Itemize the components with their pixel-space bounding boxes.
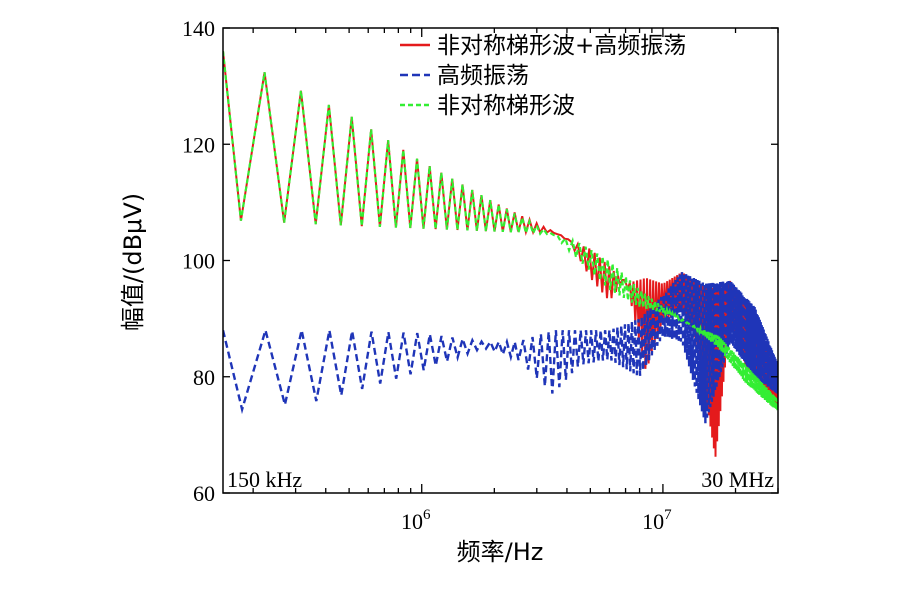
y-axis-label: 幅值/(dBμV) (119, 193, 147, 331)
corner-label-right: 30 MHz (701, 467, 774, 492)
legend-label: 高频振荡 (437, 63, 529, 89)
y-tick-label: 80 (193, 365, 215, 390)
plot-area (223, 51, 778, 457)
legend-label: 非对称梯形波 (437, 93, 575, 119)
x-tick-label: 107 (642, 507, 672, 534)
series-green-line (223, 51, 778, 412)
series-blue-line (223, 272, 778, 424)
y-tick-label: 140 (182, 16, 215, 41)
y-tick-label: 120 (182, 132, 215, 157)
axis-ticks: 60 80 100 120 140 106 107 (182, 16, 779, 534)
x-tick-label: 106 (401, 507, 431, 534)
x-axis-label: 频率/Hz (457, 538, 544, 566)
corner-label-left: 150 kHz (227, 467, 302, 492)
y-tick-label: 100 (182, 249, 215, 274)
legend-label: 非对称梯形波+高频振荡 (437, 33, 686, 59)
series-group (223, 51, 778, 457)
y-tick-label: 60 (193, 481, 215, 506)
